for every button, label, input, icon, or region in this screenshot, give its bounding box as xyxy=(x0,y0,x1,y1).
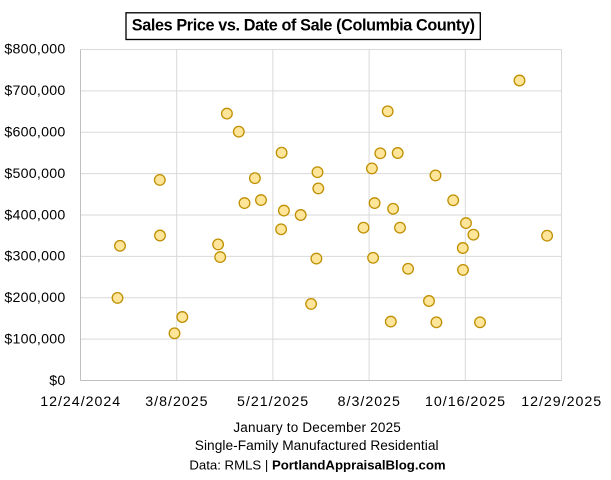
svg-text:$100,000: $100,000 xyxy=(4,332,65,348)
svg-text:12/29/2025: 12/29/2025 xyxy=(521,394,602,410)
svg-text:$300,000: $300,000 xyxy=(4,249,65,265)
svg-text:$600,000: $600,000 xyxy=(4,124,65,140)
svg-text:5/21/2025: 5/21/2025 xyxy=(237,394,309,410)
svg-text:$700,000: $700,000 xyxy=(4,83,65,99)
svg-text:$200,000: $200,000 xyxy=(4,290,65,306)
svg-text:$0: $0 xyxy=(49,373,65,389)
svg-text:10/16/2025: 10/16/2025 xyxy=(425,394,506,410)
svg-text:$800,000: $800,000 xyxy=(4,42,65,58)
svg-text:12/24/2024: 12/24/2024 xyxy=(40,394,121,410)
svg-text:$400,000: $400,000 xyxy=(4,207,65,223)
svg-text:$500,000: $500,000 xyxy=(4,166,65,182)
svg-text:Single-Family Manufactured Res: Single-Family Manufactured Residential xyxy=(195,438,439,453)
svg-text:3/8/2025: 3/8/2025 xyxy=(145,394,208,410)
svg-text:Data: RMLS | PortlandAppraisal: Data: RMLS | PortlandAppraisalBlog.com xyxy=(189,458,445,473)
svg-text:Sales Price vs. Date of Sale (: Sales Price vs. Date of Sale (Columbia C… xyxy=(132,16,475,34)
svg-text:8/3/2025: 8/3/2025 xyxy=(338,394,401,410)
svg-text:January to December 2025: January to December 2025 xyxy=(233,420,401,435)
